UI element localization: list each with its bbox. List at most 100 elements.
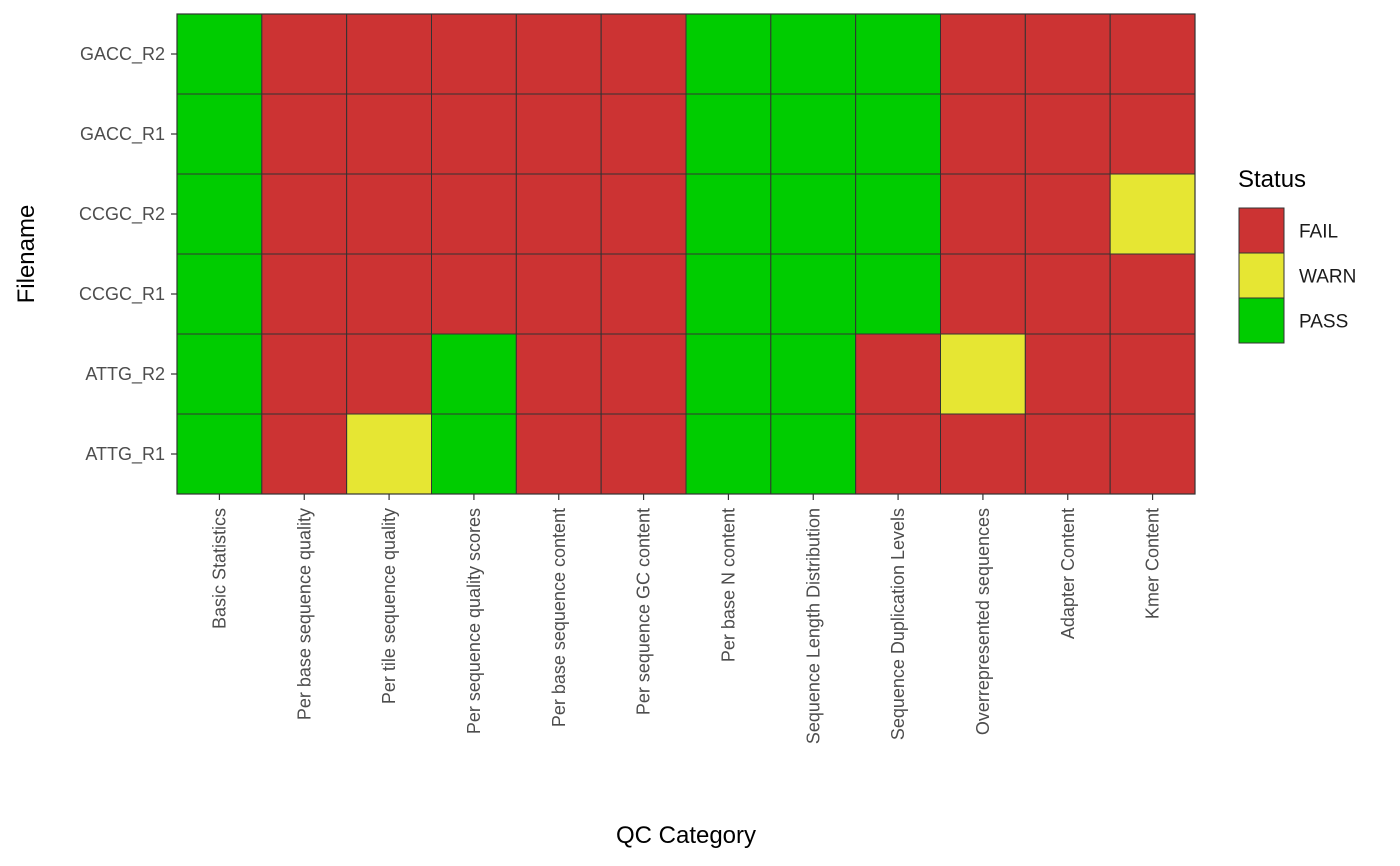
heatmap-cell [1109, 173, 1196, 255]
x-tick-label: Per base N content [718, 508, 738, 662]
heatmap-cell [770, 413, 857, 495]
legend-key-warn [1238, 252, 1285, 299]
heatmap-cell [770, 173, 857, 255]
heatmap-cell [176, 173, 263, 255]
x-tick-label: Sequence Length Distribution [803, 508, 823, 744]
heatmap-cell [261, 413, 348, 495]
heatmap-cell [1024, 253, 1111, 335]
heatmap-cell [940, 93, 1026, 175]
x-tick-label: Per base sequence content [549, 508, 569, 727]
heatmap-cell [855, 413, 942, 495]
heatmap-cell [770, 333, 857, 415]
heatmap-cell [431, 413, 517, 495]
heatmap-cell [685, 93, 772, 175]
legend: Status FAIL WARN PASS [1238, 166, 1356, 344]
heatmap-cell [1109, 93, 1196, 175]
heatmap-cell [855, 13, 942, 95]
heatmap-cell [600, 13, 687, 95]
legend-label-warn: WARN [1299, 267, 1356, 288]
heatmap-cell [515, 253, 602, 335]
heatmap-cell [346, 333, 432, 415]
x-tick-label: Per sequence GC content [634, 508, 654, 715]
heatmap-cell [1024, 413, 1111, 495]
x-tick-label: Kmer Content [1143, 508, 1163, 619]
heatmap-cell [600, 413, 687, 495]
heatmap-cell [940, 13, 1026, 95]
x-axis-ticks: Basic Statistics Per base sequence qualit… [209, 494, 1163, 744]
heatmap-cell [940, 173, 1026, 255]
heatmap-cell [515, 173, 602, 255]
heatmap-cell [1109, 333, 1196, 415]
legend-label-pass: PASS [1299, 312, 1348, 333]
heatmap-cell [855, 253, 942, 335]
heatmap-cell [855, 173, 942, 255]
x-tick-label: Overrepresented sequences [973, 508, 993, 735]
heatmap-cell [515, 13, 602, 95]
heatmap-cell [600, 173, 687, 255]
heatmap-cell [855, 93, 942, 175]
heatmap-cell [685, 253, 772, 335]
heatmap-cell [176, 13, 263, 95]
heatmap-cell [346, 173, 432, 255]
heatmap-cell [176, 253, 263, 335]
heatmap-cell [685, 173, 772, 255]
heatmap-cell [685, 413, 772, 495]
heatmap-cell [176, 413, 263, 495]
heatmap-cell [600, 93, 687, 175]
heatmap-cell [940, 333, 1026, 415]
x-tick-label: Sequence Duplication Levels [888, 508, 908, 740]
heatmap-cell [1109, 413, 1196, 495]
heatmap-cell [940, 253, 1026, 335]
heatmap-cell [515, 93, 602, 175]
y-tick-label: GACC_R1 [80, 124, 165, 145]
y-axis-title: Filename [13, 205, 40, 304]
heatmap-cell [770, 93, 857, 175]
heatmap-cell [261, 333, 348, 415]
legend-label-fail: FAIL [1299, 222, 1338, 243]
heatmap-cell [515, 333, 602, 415]
heatmap-cell [685, 333, 772, 415]
heatmap-cell [261, 93, 348, 175]
heatmap-cell [600, 253, 687, 335]
heatmap-cell [176, 93, 263, 175]
heatmap-cell [1024, 173, 1111, 255]
y-tick-label: ATTG_R2 [85, 364, 165, 385]
heatmap-cells [176, 13, 1196, 495]
heatmap-cell [600, 333, 687, 415]
x-tick-label: Adapter Content [1058, 508, 1078, 639]
heatmap-cell [261, 253, 348, 335]
heatmap-cell [515, 413, 602, 495]
heatmap-cell [431, 13, 517, 95]
panel-border [176, 13, 1196, 495]
heatmap-cell [431, 93, 517, 175]
heatmap-cell [855, 333, 942, 415]
heatmap-cell [685, 13, 772, 95]
x-tick-label: Per tile sequence quality [379, 508, 399, 704]
heatmap-cell [1024, 93, 1111, 175]
heatmap-cell [346, 253, 432, 335]
heatmap-cell [1024, 13, 1111, 95]
heatmap-cell [346, 413, 432, 495]
heatmap-cell [770, 253, 857, 335]
heatmap-cell [1109, 13, 1196, 95]
y-tick-label: CCGC_R2 [79, 204, 165, 225]
heatmap-cell [770, 13, 857, 95]
legend-key-pass [1238, 297, 1285, 344]
y-tick-label: GACC_R2 [80, 44, 165, 65]
y-tick-label: CCGC_R1 [79, 284, 165, 305]
heatmap-cell [431, 173, 517, 255]
x-tick-label: Per sequence quality scores [464, 508, 484, 734]
x-tick-label: Per base sequence quality [294, 508, 314, 720]
heatmap-cell [176, 333, 263, 415]
heatmap-cell [940, 413, 1026, 495]
heatmap-cell [346, 93, 432, 175]
x-tick-label: Basic Statistics [209, 508, 229, 629]
heatmap-cell [346, 13, 432, 95]
y-tick-label: ATTG_R1 [85, 444, 165, 465]
heatmap-cell [431, 333, 517, 415]
heatmap-cell [261, 173, 348, 255]
heatmap-cell [431, 253, 517, 335]
y-axis-ticks: GACC_R2 GACC_R1 CCGC_R2 CCGC_R1 ATTG_R2 ATTG_… [79, 44, 177, 465]
x-axis-title: QC Category [616, 822, 756, 849]
